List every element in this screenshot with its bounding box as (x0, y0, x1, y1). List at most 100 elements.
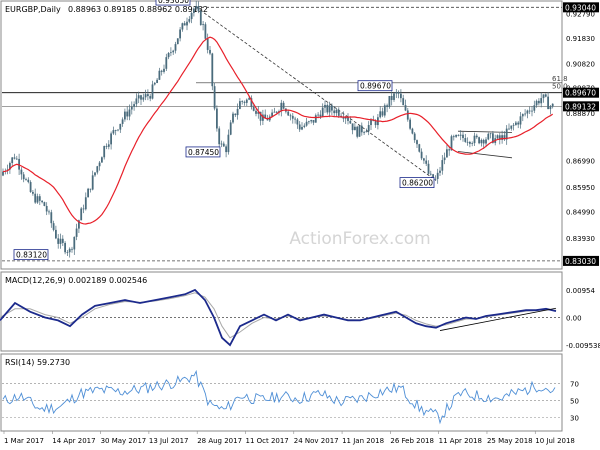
macd-title: MACD(12,26,9) 0.002189 0.002546 (5, 276, 147, 285)
candle-body (225, 146, 227, 153)
candle-body (133, 104, 135, 107)
date-label: 30 May 2017 (101, 437, 147, 445)
candle-body (206, 38, 209, 50)
candle-body (519, 116, 522, 125)
candle-body (13, 157, 16, 159)
candle-body (234, 113, 237, 116)
candle-body (296, 119, 299, 125)
date-label: 26 Feb 2018 (390, 437, 434, 445)
date-label: 13 Jul 2017 (149, 437, 189, 445)
date-label: 14 Apr 2017 (52, 437, 95, 445)
candle-body (390, 95, 393, 100)
candle-body (331, 105, 333, 111)
candle-body (29, 182, 32, 192)
candle-body (130, 106, 133, 110)
candle-body (287, 111, 290, 116)
candle-body (413, 133, 416, 141)
candle-body (354, 126, 356, 131)
candle-body (535, 100, 538, 106)
annotation-label: 0.93050 (158, 0, 189, 5)
annotation-box (357, 80, 393, 92)
channel-lower-line (457, 151, 513, 159)
candle-body (324, 104, 326, 108)
candle-body (423, 158, 425, 161)
candle-body (202, 24, 204, 26)
candle-body (432, 174, 434, 180)
candle-body (211, 53, 214, 87)
candle-body (43, 202, 46, 206)
candle-body (172, 50, 175, 53)
candle-body (436, 172, 439, 179)
candle-body (126, 111, 129, 117)
candle-body (15, 158, 18, 160)
candle-body (91, 175, 94, 190)
candle-body (498, 135, 501, 140)
candle-body (459, 134, 462, 136)
candle-body (425, 160, 428, 164)
candle-body (370, 119, 372, 126)
candle-body (512, 124, 515, 126)
candle-body (204, 24, 207, 39)
falling-trendline (195, 6, 437, 181)
candle-body (531, 110, 533, 112)
candle-body (455, 134, 457, 137)
candle-body (36, 196, 39, 203)
candle-body (73, 236, 76, 250)
price-panel-title: EURGBP,Daily 0.88963 0.89185 0.88962 0.8… (5, 5, 208, 14)
candle-body (197, 5, 200, 11)
candle-body (429, 173, 432, 175)
candle-body (250, 98, 253, 107)
candle-body (41, 200, 43, 203)
price-tag-label: 0.93040 (565, 3, 596, 12)
candle-body (528, 110, 531, 112)
candle-body (515, 122, 517, 125)
candle-body (480, 139, 483, 144)
date-label: 11 Jan 2018 (342, 437, 384, 445)
candle-body (501, 135, 503, 140)
candle-body (510, 125, 513, 129)
candle-body (542, 94, 545, 99)
candle-body (179, 29, 181, 39)
candle-body (478, 137, 480, 144)
candle-body (84, 197, 87, 210)
candle-body (347, 117, 349, 121)
candle-body (68, 248, 71, 253)
candle-body (301, 126, 303, 130)
axis-layer: 0.927900.918300.908200.898700.888700.869… (3, 2, 600, 445)
candle-body (252, 106, 255, 111)
candle-body (27, 179, 30, 183)
candle-body (82, 208, 85, 210)
channel-upper-line (457, 130, 513, 133)
candle-body (80, 208, 83, 221)
price-tag (563, 87, 599, 98)
candle-body (103, 146, 106, 158)
candle-body (110, 133, 112, 145)
rsi-tick-label: 30 (570, 414, 579, 422)
rsi-tick-label: 50 (570, 397, 579, 405)
candle-body (153, 82, 156, 85)
candle-body (163, 68, 165, 72)
candle-body (96, 166, 99, 173)
candle-body (475, 135, 478, 138)
candle-body (174, 44, 177, 51)
candle-body (393, 93, 395, 100)
candle-body (275, 111, 278, 113)
candle-body (351, 123, 354, 131)
date-label: 11 Apr 2018 (439, 437, 482, 445)
candle-body (151, 84, 154, 99)
candle-body (521, 114, 524, 117)
candle-body (64, 242, 66, 253)
date-label: 10 Jul 2018 (535, 437, 575, 445)
candle-body (469, 142, 471, 144)
candle-body (119, 123, 122, 130)
candle-body (167, 53, 170, 58)
candle-body (464, 138, 467, 142)
candle-body (333, 110, 336, 114)
candle-body (193, 8, 195, 13)
annotation-label: 0.89670 (360, 82, 391, 91)
candle-body (342, 116, 345, 119)
candle-body (485, 139, 487, 144)
candle-body (9, 163, 11, 170)
symbol-title: EURGBP,Daily (5, 5, 61, 14)
